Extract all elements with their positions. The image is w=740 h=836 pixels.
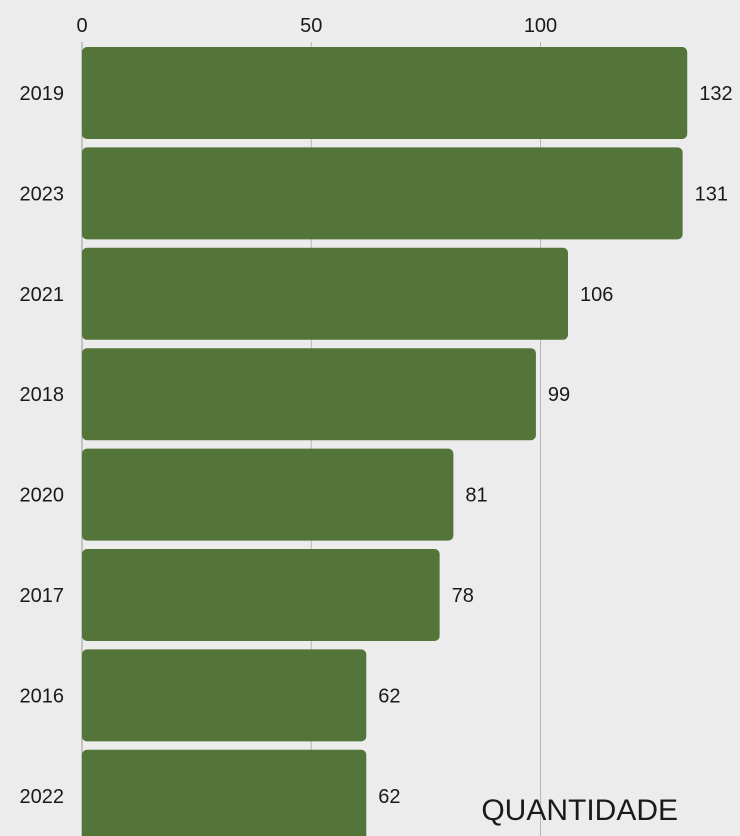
bar-2019: [82, 47, 688, 139]
x-tick-label: 100: [524, 15, 557, 37]
x-tick-label: 0: [76, 15, 87, 37]
data-label: 99: [548, 384, 570, 406]
y-category-label: 2019: [20, 83, 65, 105]
data-labels: 132 131 106 99 81 78 62 62: [378, 83, 732, 808]
data-label: 132: [699, 83, 732, 105]
y-category-label: 2021: [20, 284, 65, 306]
y-category-label: 2017: [20, 585, 65, 607]
bar-2023: [82, 147, 683, 240]
data-label: 78: [452, 585, 474, 607]
bar-2016: [82, 649, 367, 742]
y-category-label: 2022: [20, 786, 65, 808]
data-label: 81: [465, 485, 487, 507]
data-label: 62: [378, 786, 400, 808]
x-tick-label: 50: [300, 15, 322, 37]
data-label: 62: [378, 685, 400, 707]
bar-2020: [82, 448, 454, 541]
y-category-label: 2018: [20, 384, 65, 406]
x-axis-title: QUANTIDADE: [481, 794, 678, 827]
y-category-label: 2023: [20, 183, 65, 205]
bar-2018: [82, 348, 536, 441]
bars: [82, 47, 688, 836]
bar-2017: [82, 549, 440, 641]
y-category-label: 2016: [20, 685, 65, 707]
data-label: 106: [580, 284, 613, 306]
bar-2021: [82, 247, 569, 340]
y-category-label: 2020: [20, 485, 65, 507]
x-axis-ticks: 0 50 100: [76, 15, 557, 37]
bar-2022: [82, 749, 367, 836]
y-axis-categories: 2019 2023 2021 2018 2020 2017 2016 2022: [20, 83, 65, 808]
data-label: 131: [695, 183, 728, 205]
